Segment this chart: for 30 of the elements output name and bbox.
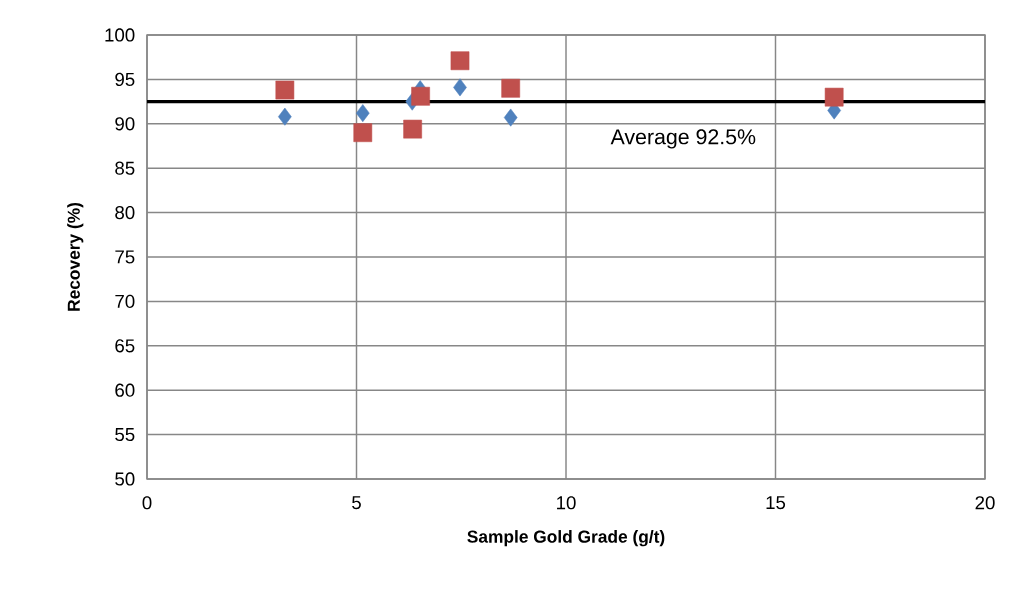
- point: [824, 87, 844, 107]
- y-tick-label: 60: [115, 383, 135, 397]
- x-tick-label: 20: [975, 496, 995, 510]
- point: [450, 51, 470, 71]
- y-tick-label: 95: [115, 72, 135, 87]
- point: [275, 80, 295, 100]
- y-tick-label: 55: [115, 428, 135, 442]
- y-tick-label: 70: [115, 294, 135, 308]
- y-tick-label: 90: [115, 117, 135, 131]
- point: [503, 108, 518, 127]
- x-tick-label: 10: [557, 496, 576, 510]
- y-tick-label: 75: [115, 250, 135, 264]
- x-tick-label: 15: [766, 496, 786, 510]
- point: [278, 107, 292, 126]
- x-tick-label: 5: [352, 496, 361, 510]
- y-tick-label: 50: [115, 472, 135, 486]
- y-tick-label: 65: [115, 339, 135, 353]
- x-tick-label: 0: [142, 496, 152, 510]
- y-tick-label: 85: [115, 161, 135, 175]
- ref-line-label: Average 92.5%: [610, 129, 756, 149]
- point: [411, 86, 430, 106]
- point: [501, 78, 521, 98]
- point: [453, 78, 467, 97]
- point: [353, 123, 373, 143]
- y-tick-label: 100: [105, 28, 135, 42]
- y-tick-label: 80: [115, 205, 135, 220]
- point: [356, 104, 370, 123]
- x-axis-title: Sample Gold Grade (g/t): [467, 530, 665, 547]
- point: [403, 119, 422, 139]
- y-axis-title: Recovery (%): [67, 202, 84, 311]
